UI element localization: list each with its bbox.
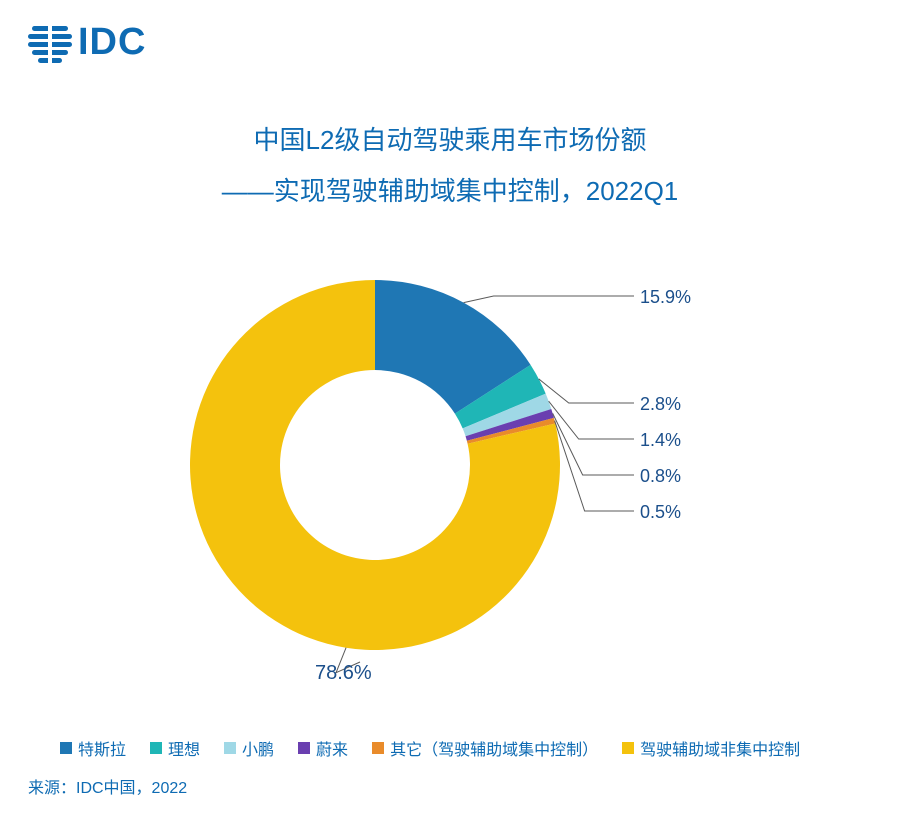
slice-label-0: 15.9% <box>640 287 691 308</box>
idc-logo-mark <box>28 20 72 64</box>
donut-svg <box>175 265 575 665</box>
slice-label-3: 0.8% <box>640 466 681 487</box>
slice-label-big: 78.6% <box>315 662 372 685</box>
legend-label: 驾驶辅助域非集中控制 <box>640 736 800 760</box>
legend: 特斯拉 理想 小鹏 蔚来 其它（驾驶辅助域集中控制） 驾驶辅助域非集中控制 <box>60 736 860 760</box>
slice-label-1: 2.8% <box>640 394 681 415</box>
legend-label: 理想 <box>168 736 200 760</box>
idc-logo-text: IDC <box>78 21 146 64</box>
legend-item-1: 理想 <box>150 736 200 760</box>
legend-item-3: 蔚来 <box>298 736 348 760</box>
legend-swatch <box>298 742 310 754</box>
idc-logo: IDC <box>28 20 146 64</box>
title-line-1: 中国L2级自动驾驶乘用车市场份额 <box>0 120 900 157</box>
legend-label: 特斯拉 <box>78 736 126 760</box>
chart-title: 中国L2级自动驾驶乘用车市场份额 ——实现驾驶辅助域集中控制，2022Q1 <box>0 120 900 208</box>
legend-label: 小鹏 <box>242 736 274 760</box>
legend-swatch <box>372 742 384 754</box>
legend-label: 其它（驾驶辅助域集中控制） <box>390 736 598 760</box>
slice-label-2: 1.4% <box>640 430 681 451</box>
legend-item-0: 特斯拉 <box>60 736 126 760</box>
legend-item-2: 小鹏 <box>224 736 274 760</box>
source-text: 来源：IDC中国，2022 <box>28 774 187 798</box>
legend-swatch <box>60 742 72 754</box>
title-line-2: ——实现驾驶辅助域集中控制，2022Q1 <box>0 171 900 208</box>
legend-item-5: 驾驶辅助域非集中控制 <box>622 736 800 760</box>
legend-swatch <box>150 742 162 754</box>
donut-chart: 15.9% 2.8% 1.4% 0.8% 0.5% 78.6% <box>0 225 900 705</box>
legend-swatch <box>224 742 236 754</box>
legend-label: 蔚来 <box>316 736 348 760</box>
legend-swatch <box>622 742 634 754</box>
legend-item-4: 其它（驾驶辅助域集中控制） <box>372 736 598 760</box>
slice-label-4: 0.5% <box>640 502 681 523</box>
